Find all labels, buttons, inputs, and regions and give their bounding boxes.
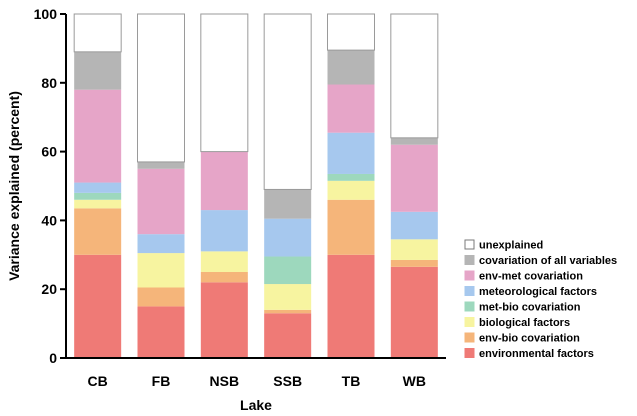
legend-swatch-biological-factors	[464, 317, 475, 327]
bar-segment-fb-biological-factors	[137, 253, 185, 288]
y-tick-label: 20	[41, 281, 57, 297]
y-axis-title: Variance explained (percent)	[6, 91, 22, 281]
x-tick-label-wb: WB	[403, 373, 426, 389]
x-tick-label-fb: FB	[152, 373, 171, 389]
bar-segment-cb-env-bio-covariation	[74, 208, 122, 255]
bar-segment-cb-unexplained	[73, 13, 122, 53]
x-tick-label-tb: TB	[342, 373, 361, 389]
bars	[73, 13, 439, 358]
legend-label-biological-factors: biological factors	[479, 317, 570, 329]
bar-segment-cb-environmental-factors	[74, 254, 122, 358]
bar-segment-nsb-unexplained	[200, 13, 249, 153]
legend-label-environmental-factors: environmental factors	[479, 348, 594, 360]
bar-segment-tb-unexplained	[327, 13, 375, 51]
bar-segment-ssb-met-bio-covariation	[264, 256, 312, 285]
bar-segment-tb-meteorological-factors	[327, 132, 375, 174]
bar-segment-tb-covariation-of-all-variables	[327, 50, 375, 85]
bar-segment-tb-env-met-covariation	[327, 84, 375, 133]
x-tick-label-cb: CB	[88, 373, 108, 389]
bar-segment-ssb-env-bio-covariation	[264, 309, 312, 314]
legend-swatch-env-met-covariation	[464, 270, 475, 281]
bar-segment-ssb-biological-factors	[264, 284, 312, 310]
legend-label-meteorological-factors: meteorological factors	[479, 286, 597, 298]
legend-swatch-meteorological-factors	[464, 286, 475, 296]
bar-segment-nsb-env-met-covariation	[200, 151, 248, 211]
bar-segment-nsb-environmental-factors	[200, 282, 248, 358]
y-tick-label: 40	[41, 212, 57, 228]
y-tick-label: 80	[41, 75, 57, 91]
axes: 0 20 40 60 80 100 CB FB NSB SSB TB WB Lake Varianc…	[6, 6, 446, 413]
bar-segment-fb-unexplained	[137, 13, 185, 163]
bar-segment-nsb-meteorological-factors	[200, 210, 248, 252]
x-tick-label-nsb: NSB	[210, 373, 240, 389]
bar-segment-wb-environmental-factors	[390, 266, 438, 358]
bar-segment-fb-env-bio-covariation	[137, 287, 185, 307]
bar-segment-fb-covariation-of-all-variables	[137, 161, 185, 169]
bar-segment-cb-covariation-of-all-variables	[74, 51, 122, 90]
bar-segment-cb-meteorological-factors	[74, 182, 122, 193]
y-tick-label: 100	[34, 6, 58, 22]
legend-label-unexplained: unexplained	[479, 240, 543, 252]
legend-label-env-met-covariation: env-met covariation	[479, 271, 583, 283]
bar-segment-wb-env-bio-covariation	[390, 259, 438, 267]
legend-label-env-bio-covariation: env-bio covariation	[479, 333, 580, 345]
x-axis-title: Lake	[240, 397, 272, 413]
bar-segment-ssb-environmental-factors	[264, 313, 312, 358]
bar-segment-wb-biological-factors	[390, 239, 438, 260]
legend-swatch-met-bio-covariation	[464, 301, 475, 312]
bar-segment-cb-biological-factors	[74, 199, 122, 209]
bar-segment-wb-unexplained	[390, 13, 439, 139]
bar-segment-wb-covariation-of-all-variables	[390, 137, 438, 145]
y-tick-label: 60	[41, 144, 57, 160]
y-ticks: 0 20 40 60 80 100	[34, 6, 66, 366]
bar-segment-fb-env-met-covariation	[137, 168, 185, 235]
bar-segment-fb-environmental-factors	[137, 306, 185, 358]
bar-segment-cb-env-met-covariation	[74, 89, 122, 183]
bar-segment-tb-met-bio-covariation	[327, 173, 375, 181]
bar-segment-fb-meteorological-factors	[137, 234, 185, 254]
bar-segment-nsb-env-bio-covariation	[200, 272, 248, 283]
legend-swatch-covariation-of-all-variables	[464, 255, 475, 265]
bar-segment-tb-env-bio-covariation	[327, 199, 375, 255]
bar-segment-ssb-covariation-of-all-variables	[264, 189, 312, 219]
bar-segment-nsb-biological-factors	[200, 251, 248, 272]
bar-segment-ssb-unexplained	[263, 13, 312, 190]
legend-label-met-bio-covariation: met-bio covariation	[479, 302, 581, 314]
legend: unexplained covariation of all variables e…	[464, 239, 617, 360]
bar-segment-wb-env-met-covariation	[390, 144, 438, 212]
y-tick-label: 0	[49, 350, 57, 366]
x-ticks: CB FB NSB SSB TB WB	[88, 373, 426, 389]
legend-swatch-environmental-factors	[464, 348, 475, 358]
legend-swatch-unexplained	[464, 239, 475, 250]
bar-segment-tb-environmental-factors	[327, 254, 375, 358]
bar-segment-wb-meteorological-factors	[390, 211, 438, 240]
bar-segment-ssb-meteorological-factors	[264, 218, 312, 257]
x-tick-label-ssb: SSB	[273, 373, 302, 389]
legend-label-covariation-of-all-variables: covariation of all variables	[479, 255, 617, 267]
bar-segment-cb-met-bio-covariation	[74, 192, 122, 200]
bar-segment-tb-biological-factors	[327, 180, 375, 200]
legend-swatch-env-bio-covariation	[464, 332, 475, 343]
